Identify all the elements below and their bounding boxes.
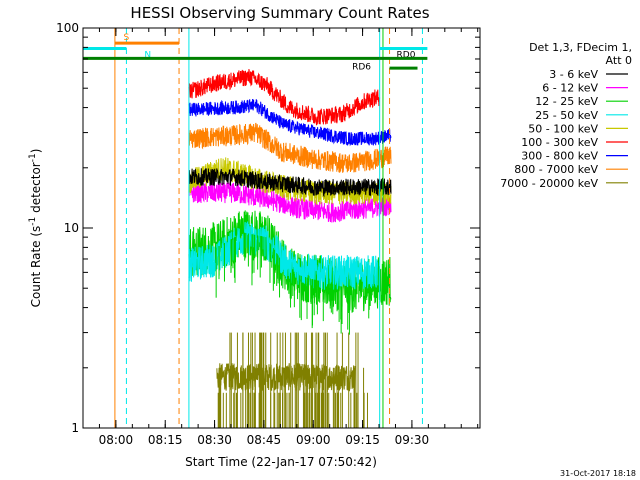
series-line-300-800kev bbox=[188, 98, 392, 147]
marker-layer bbox=[114, 28, 423, 428]
x-tick-label: 09:30 bbox=[395, 433, 430, 447]
flag-layer: S N RD6 RD0 bbox=[83, 33, 428, 72]
flag-label-rd6: RD6 bbox=[352, 62, 371, 72]
x-tick-label: 09:00 bbox=[296, 433, 331, 447]
y-axis-label-main: Count Rate (s bbox=[29, 226, 43, 308]
series-drops-12-25-kev bbox=[215, 232, 371, 335]
x-tick-label: 08:45 bbox=[247, 433, 282, 447]
legend-label: 25 - 50 keV bbox=[535, 109, 598, 122]
y-tick-label: 10 bbox=[64, 221, 79, 235]
y-axis-label-mid: detector bbox=[29, 162, 43, 217]
series-line-25-50kev bbox=[188, 221, 379, 290]
series-spikes-7000-20000-kev bbox=[217, 332, 368, 428]
y-tick-label: 1 bbox=[71, 421, 79, 435]
y-axis-label-sup1: -1 bbox=[28, 217, 38, 226]
flag-label-s: S bbox=[124, 33, 130, 43]
x-tick-label: 08:15 bbox=[148, 433, 183, 447]
y-axis-label: Count Rate (s-1 detector-1) bbox=[28, 149, 43, 308]
series-line-6-12kev bbox=[188, 180, 392, 223]
x-tick-label: 09:15 bbox=[345, 433, 380, 447]
flag-label-n: N bbox=[144, 50, 151, 60]
y-tick-label: 100 bbox=[56, 21, 79, 35]
legend-header-1: Det 1,3, FDecim 1, bbox=[529, 41, 632, 54]
x-axis-label: Start Time (22-Jan-17 07:50:42) bbox=[185, 455, 377, 469]
series-line-3-6kev bbox=[188, 168, 392, 198]
legend-label: 12 - 25 keV bbox=[535, 95, 598, 108]
series-layer bbox=[188, 68, 392, 428]
chart-title: HESSI Observing Summary Count Rates bbox=[130, 4, 429, 22]
plot-frame bbox=[82, 27, 481, 429]
series-line-800-7000kev bbox=[188, 122, 392, 173]
y-axis-label-sup2: -1 bbox=[28, 153, 38, 162]
legend-label: 7000 - 20000 keV bbox=[500, 177, 598, 190]
series-line-100-300kev bbox=[188, 68, 381, 126]
legend-label: 3 - 6 keV bbox=[549, 68, 598, 81]
legend-label: 300 - 800 keV bbox=[521, 150, 598, 163]
legend-label: 6 - 12 keV bbox=[542, 82, 598, 95]
datestamp: 31-Oct-2017 18:18 bbox=[560, 469, 636, 478]
x-tick-label: 08:30 bbox=[197, 433, 232, 447]
y-axis-label-end: ) bbox=[29, 149, 43, 154]
axis-ticks: 08:00 08:15 08:30 08:45 09:00 09:15 09:30 1 10 10… bbox=[56, 21, 480, 447]
legend-label: 800 - 7000 keV bbox=[514, 163, 598, 176]
flag-label-rd0: RD0 bbox=[397, 50, 416, 60]
legend-label: 100 - 300 keV bbox=[521, 136, 598, 149]
x-tick-label: 08:00 bbox=[99, 433, 134, 447]
legend-header-2: Att 0 bbox=[606, 54, 632, 67]
legend-label: 50 - 100 keV bbox=[528, 122, 598, 135]
series-line-7000-20000kev bbox=[216, 363, 356, 392]
